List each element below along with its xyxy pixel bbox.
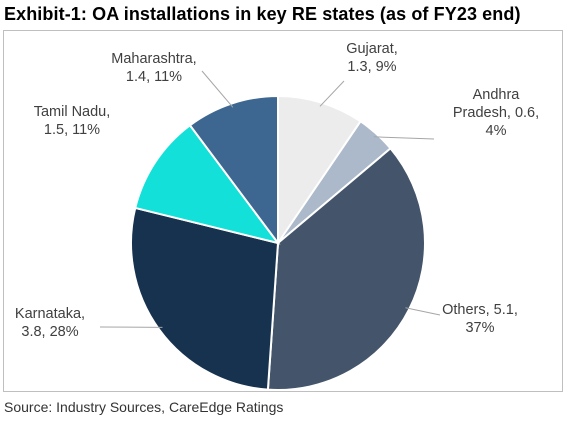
pie-slice-maharashtra (188, 94, 279, 247)
slice-labels: Gujarat, 1.3, 9% Andhra Pradesh, 0.6, 4% Othe… (15, 41, 539, 340)
chart-panel: Gujarat, 1.3, 9% Andhra Pradesh, 0.6, 4% Othe… (3, 30, 563, 392)
pie-slice-tamil-nadu (134, 123, 281, 245)
leader-lines (99, 70, 441, 328)
pie-slice-others (266, 146, 426, 391)
pie-chart: Gujarat, 1.3, 9% Andhra Pradesh, 0.6, 4% Othe… (15, 41, 539, 391)
leader-line-gujarat (319, 80, 345, 107)
leader-line-andhra-pradesh (373, 136, 435, 140)
slice-label-gujarat: Gujarat, 1.3, 9% (346, 41, 398, 75)
pie-slice-karnataka (130, 206, 280, 391)
chart-title: Exhibit-1: OA installations in key RE st… (4, 4, 521, 24)
pie-slice-gujarat (277, 94, 362, 247)
slice-label-tamil-nadu: Tamil Nadu, 1.5, 11% (34, 104, 111, 138)
slice-label-maharashtra: Maharashtra, 1.4, 11% (111, 51, 196, 85)
pie-slices (130, 94, 426, 391)
leader-line-maharashtra (201, 70, 234, 108)
slice-label-andhra-pradesh: Andhra Pradesh, 0.6, 4% (453, 87, 539, 139)
leader-line-others (405, 307, 441, 316)
source-note: Source: Industry Sources, CareEdge Ratin… (4, 399, 284, 415)
slice-label-karnataka: Karnataka, 3.8, 28% (15, 306, 85, 340)
slice-label-others: Others, 5.1, 37% (442, 302, 518, 336)
